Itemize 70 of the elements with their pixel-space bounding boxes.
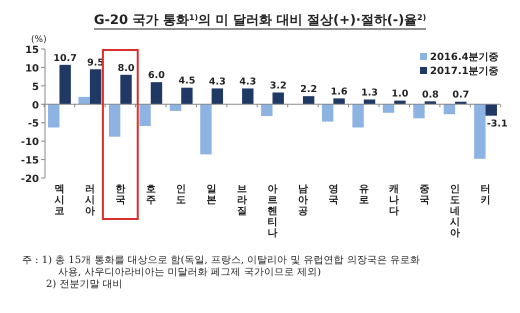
chart-title: G-20 국가 통화$^{1)}$의 미 달러화 대비 절상(+)·절하(-)율$^{2)}$: [94, 12, 426, 28]
y-tick-label: 5: [32, 82, 40, 93]
data-label: 1.0: [392, 88, 409, 100]
data-label: 8.0: [118, 62, 135, 74]
bar: [364, 99, 376, 104]
bar: [150, 82, 162, 104]
bar: [261, 104, 272, 116]
x-tick-label: 인도네시아: [450, 184, 460, 239]
x-tick-label: 유로: [358, 184, 369, 206]
y-tick-label: -15: [20, 156, 40, 167]
x-tick-label: 영국: [328, 184, 338, 206]
bar: [302, 96, 314, 104]
y-tick-label: -5: [28, 118, 40, 130]
legend-label: 2016.4분기중: [430, 52, 499, 63]
x-tick-label: 남아공: [298, 184, 308, 217]
data-label: 0.7: [452, 90, 470, 101]
y-axis-title: (%): [31, 35, 47, 45]
x-tick-label: 러시아: [84, 184, 95, 217]
x-tick-label: 멕시코: [54, 184, 64, 217]
bar: [444, 104, 456, 114]
data-label: 1.6: [330, 86, 348, 98]
bar: [181, 88, 193, 104]
bar: [120, 74, 132, 104]
bar: [139, 104, 151, 126]
y-tick-label: 0: [32, 100, 40, 112]
bar: [48, 104, 60, 128]
text: 2) 전분기말 대비: [46, 279, 123, 290]
data-label: -3.1: [486, 118, 508, 130]
text: 주 : 1) 총 15개 통화를 대상으로 함(독일, 프랑스, 이탈리아 및 유럽연합 의장국은 유로화: [22, 255, 420, 266]
y-tick-label: 15: [25, 45, 40, 56]
y-tick-label: -20: [20, 174, 40, 185]
bar: [242, 88, 254, 104]
bar: [474, 104, 486, 159]
data-label: 3.2: [270, 80, 287, 92]
data-label: 0.8: [422, 89, 440, 100]
bar: [322, 104, 334, 122]
data-label: 10.7: [53, 52, 77, 64]
data-label: 1.3: [361, 87, 378, 98]
bar: [352, 104, 364, 128]
x-tick-label: 일본: [206, 184, 217, 206]
bar: [200, 104, 212, 154]
data-label: 6.0: [148, 70, 166, 82]
legend-label: 2017.1분기중: [430, 66, 499, 77]
bar: [212, 88, 224, 104]
bar: [272, 92, 284, 104]
data-label: 4.3: [239, 76, 256, 88]
bar: [394, 100, 406, 104]
text: 사용, 사우디아라비아는 미달러화 페그제 국가이므로 제외): [58, 267, 322, 278]
data-label: 2.2: [300, 84, 318, 96]
bar: [108, 104, 120, 137]
y-tick-label: 10: [25, 63, 40, 74]
x-tick-label: 브라질: [237, 184, 248, 217]
bar: [413, 104, 425, 118]
x-tick-label: 아르헨티나: [268, 184, 278, 239]
bar: [78, 96, 90, 104]
y-tick-label: -10: [20, 137, 40, 148]
x-tick-label: 캐나다: [388, 184, 400, 217]
x-tick-label: 호주: [146, 184, 156, 206]
bar: [59, 64, 71, 104]
data-label: 4.5: [178, 76, 196, 87]
x-tick-label: 인도: [176, 184, 186, 206]
bar: [90, 69, 102, 104]
x-tick-label: 한국: [115, 184, 126, 206]
x-tick-label: 중국: [420, 184, 430, 206]
bar: [382, 104, 394, 113]
bar: [455, 102, 467, 104]
x-tick-label: 터키: [480, 184, 491, 206]
bar: [486, 104, 497, 116]
bar: [333, 98, 345, 104]
data-label: 4.3: [208, 76, 226, 88]
